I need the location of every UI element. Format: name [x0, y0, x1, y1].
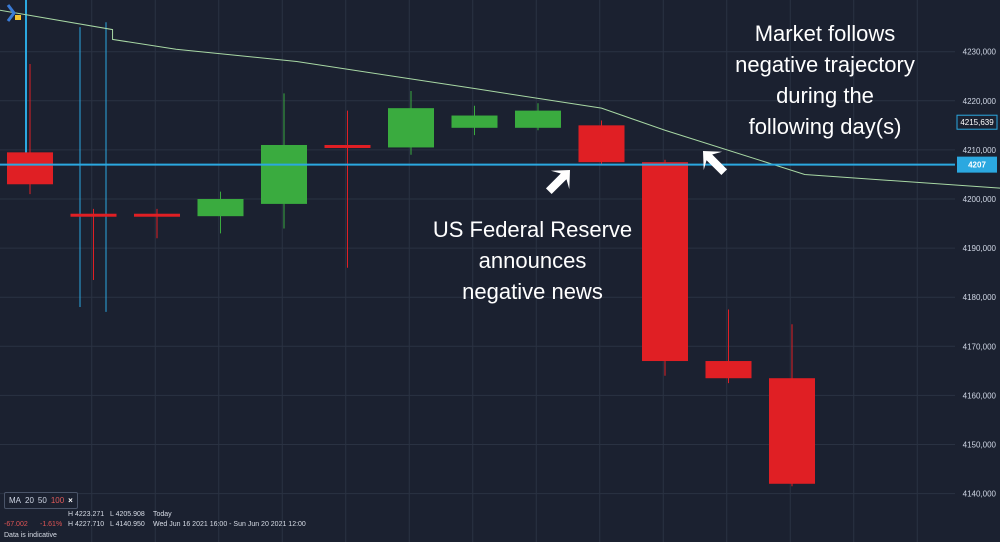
annotation-line: Market follows	[754, 21, 896, 46]
candle-body	[705, 361, 752, 379]
moving-average-settings[interactable]: MA 20 50 100 ×	[4, 492, 78, 509]
candle-body	[324, 144, 371, 148]
annotation-line: negative news	[462, 279, 603, 304]
price-tick-label: 4180,000	[963, 293, 997, 302]
candle-body	[197, 199, 244, 217]
candle-body	[451, 115, 498, 128]
reference-price-box	[957, 156, 997, 173]
price-tick-label: 4200,000	[963, 195, 997, 204]
arrow-market-icon	[703, 151, 728, 176]
info-period-today: Today	[153, 511, 172, 518]
arrow-fed-icon	[545, 170, 570, 195]
candle-body	[578, 125, 625, 163]
moving-average-series	[0, 9, 1000, 189]
info-period-range: Wed Jun 16 2021 16:00 - Sun Jun 20 2021 …	[153, 521, 306, 528]
info-change-percent: -1.61%	[40, 521, 63, 528]
info-low-range: L 4140.950	[110, 521, 145, 528]
price-tick-label: 4150,000	[963, 441, 997, 450]
annotation-line: following day(s)	[748, 114, 902, 139]
current-price-label: 4215,639	[960, 118, 994, 127]
candle-body	[642, 162, 688, 362]
price-tick-label: 4140,000	[963, 490, 997, 499]
current-price-box	[956, 114, 998, 130]
candle-body	[134, 213, 180, 217]
annotation-market-follows: Market follows negative trajectory durin…	[720, 18, 930, 142]
brand-logo-icon	[6, 4, 22, 22]
candles	[7, 63, 815, 487]
data-indicative-note: Data is indicative	[4, 532, 57, 539]
annotation-line: announces	[478, 248, 587, 273]
moving-average-line	[0, 9, 1000, 189]
info-high-today: H 4223.271	[68, 511, 105, 518]
candle-body	[261, 144, 307, 204]
ma-period-50[interactable]: 50	[37, 496, 47, 505]
candle-body	[70, 213, 117, 217]
price-tick-label: 4220,000	[963, 97, 997, 106]
annotation-line: negative trajectory	[735, 52, 915, 77]
info-low-today: L 4205.908	[110, 511, 145, 518]
ma-period-100[interactable]: 100	[50, 496, 65, 505]
annotation-arrows	[545, 151, 728, 195]
candle-body	[515, 110, 561, 128]
price-tick-label: 4160,000	[963, 391, 997, 400]
arrow-icon	[703, 151, 728, 176]
info-high-range: H 4227.710	[68, 521, 105, 528]
candle-body	[7, 152, 53, 185]
candle-body	[769, 378, 815, 484]
annotation-line: during the	[776, 83, 874, 108]
price-tick-label: 4170,000	[963, 342, 997, 351]
arrow-icon	[545, 170, 570, 195]
price-tick-label: 4230,000	[963, 48, 997, 57]
price-tick-label: 4190,000	[963, 244, 997, 253]
ma-period-20[interactable]: 20	[25, 496, 34, 505]
left-outline-bars	[25, 0, 107, 312]
price-axis: 4140,000 4150,000 4160,000 4170,000 4180,000…	[956, 48, 998, 499]
annotation-line: US Federal Reserve	[432, 217, 633, 242]
info-change: -67.002	[4, 521, 28, 528]
reference-price-label: 4207	[968, 161, 986, 170]
candle-body	[388, 108, 434, 148]
close-icon[interactable]: ×	[68, 496, 73, 505]
ma-label: MA	[9, 496, 21, 505]
annotation-fed: US Federal Reserve announces negative ne…	[425, 214, 640, 307]
price-tick-label: 4210,000	[963, 146, 997, 155]
